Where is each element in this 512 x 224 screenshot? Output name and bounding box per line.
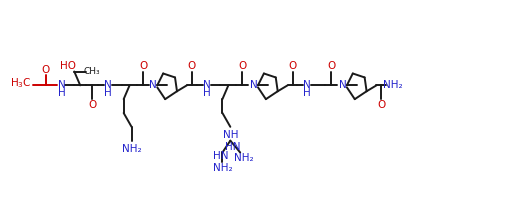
Text: CH₃: CH₃ xyxy=(84,67,100,76)
Text: O: O xyxy=(41,65,50,75)
Text: NH₂: NH₂ xyxy=(212,163,232,173)
Text: O: O xyxy=(377,100,386,110)
Text: O: O xyxy=(139,60,147,71)
Text: H: H xyxy=(203,88,210,98)
Text: HN: HN xyxy=(212,151,228,162)
Text: H$_3$C: H$_3$C xyxy=(10,76,32,90)
Text: NH: NH xyxy=(223,130,238,140)
Text: NH₂: NH₂ xyxy=(234,153,254,164)
Text: N: N xyxy=(339,80,347,90)
Text: NH₂: NH₂ xyxy=(383,80,403,90)
Text: N: N xyxy=(104,80,112,90)
Text: O: O xyxy=(288,60,296,71)
Text: N: N xyxy=(150,80,157,90)
Text: O: O xyxy=(188,60,196,71)
Text: N: N xyxy=(57,80,66,90)
Text: N: N xyxy=(203,80,210,90)
Text: O: O xyxy=(88,100,96,110)
Text: O: O xyxy=(327,60,335,71)
Text: N: N xyxy=(250,80,258,90)
Text: H: H xyxy=(304,88,311,98)
Text: H: H xyxy=(57,88,66,98)
Text: O: O xyxy=(238,60,246,71)
Text: NH₂: NH₂ xyxy=(122,144,141,153)
Text: HN: HN xyxy=(225,142,240,152)
Text: N: N xyxy=(304,80,311,90)
Text: H: H xyxy=(104,88,112,98)
Text: HO: HO xyxy=(60,60,76,71)
